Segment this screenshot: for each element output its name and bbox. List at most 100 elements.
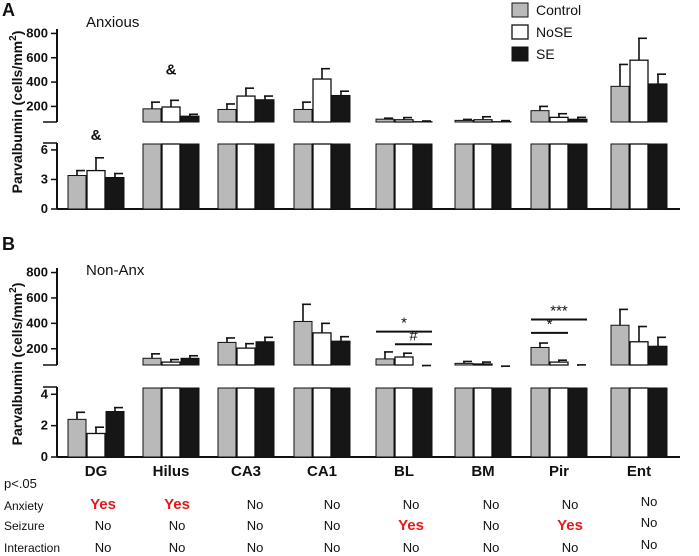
stats-cell-anxiety-bm: No [483,497,500,512]
stats-cell-interaction-dg: No [95,540,112,555]
stats-cell-seizure-hilus: No [169,518,186,533]
bar-lower-ca3-control-b [217,387,237,458]
legend: Control NoSE SE [511,2,581,62]
bar-lower-bl-nose-a [394,143,414,210]
bar-ca3-control-a [217,108,237,123]
stats-cell-interaction-pir: No [562,540,579,555]
bar-lower-ent-se-a [648,143,668,210]
bar-pir-nose-a [549,116,569,123]
annotation-hilus-a: & [166,61,177,78]
bar-ent-nose-a [629,59,649,123]
stats-table: p<.05 Anxiety Seizure Interaction Yes Yes… [4,476,657,555]
y-tick-label-600-a: 600 [26,50,48,65]
panel-title-non-anx: Non-Anx [86,262,145,279]
legend-item-nose: NoSE [511,24,573,40]
sig-label-pir-2: *** [550,303,568,320]
row-label-interaction: Interaction [4,541,60,555]
bar-dg-control-b [67,418,87,458]
bar-lower-hilus-control-a [142,143,162,210]
bar-lower-hilus-control-b [142,387,162,458]
y-tick-label-400-a: 400 [26,74,48,89]
bar-dg-control-a [67,175,87,210]
bar-hilus-control-b [142,357,162,366]
bar-ca1-nose-b [312,332,332,366]
bar-ent-se-a [648,83,668,123]
panel-letter-b: B [2,234,15,254]
y-tick-label-0-a: 0 [41,201,48,216]
stats-cell-anxiety-pir: No [562,497,579,512]
bar-ca1-control-a [293,108,313,123]
bar-lower-ca3-nose-a [236,143,256,210]
stats-cell-seizure-pir: Yes [557,517,583,534]
bar-dg-se-a [105,176,125,210]
bar-lower-ent-control-a [610,143,630,210]
bar-dg-se-b [105,411,125,458]
category-label-ent: Ent [627,463,651,480]
y-axis-label-b: Parvalbumin (cells/mm2) [8,283,25,446]
y-tick-label-400-b: 400 [26,315,48,330]
legend-item-control: Control [511,2,581,18]
y-tick-label-600-b: 600 [26,290,48,305]
bar-lower-bm-nose-b [473,387,493,458]
bar-lower-ca3-control-a [217,143,237,210]
stats-cell-anxiety-hilus: Yes [164,496,190,513]
y-axis-label-a: Parvalbumin (cells/mm2) [8,31,25,194]
bar-ca1-se-b [331,340,351,366]
y-tick-label-800-b: 800 [26,265,48,280]
legend-label-control: Control [536,2,581,18]
sig-label-bl-0: * [401,315,407,332]
bar-lower-ca3-se-a [255,143,275,210]
bar-lower-ent-nose-b [629,387,649,458]
stats-cell-anxiety-ent: No [641,494,658,509]
bar-lower-pir-se-a [568,143,588,210]
bar-lower-ca1-se-b [331,387,351,458]
stats-cell-interaction-hilus: No [169,540,186,555]
bar-lower-pir-control-a [530,143,550,210]
category-label-pir: Pir [549,463,569,480]
bar-bl-control-a [375,118,395,123]
category-label-ca1: CA1 [307,463,337,480]
bar-lower-ca3-nose-b [236,387,256,458]
bar-bl-control-b [375,358,395,366]
bar-lower-hilus-se-a [180,143,200,210]
sig-label-pir-3: * [547,316,553,333]
stats-cell-seizure-ca3: No [247,518,264,533]
bar-ca3-nose-b [236,347,256,366]
bar-ca3-se-a [255,99,275,123]
bar-dg-nose-b [86,432,106,458]
stats-cell-interaction-bl: No [403,540,420,555]
stats-cell-seizure-dg: No [95,518,112,533]
y-tick-label-200-b: 200 [26,341,48,356]
y-tick-label-2-b: 2 [41,418,48,433]
sig-label-bl-1: # [409,327,418,344]
bar-lower-pir-se-b [568,387,588,458]
bar-ca3-nose-a [236,95,256,123]
row-label-anxiety: Anxiety [4,499,43,513]
bar-lower-bl-control-a [375,143,395,210]
bar-ent-control-a [610,85,630,123]
bar-lower-ca3-se-b [255,387,275,458]
y-tick-label-3-a: 3 [41,171,48,186]
legend-item-se: SE [511,46,555,62]
stats-cell-anxiety-dg: Yes [90,496,116,513]
category-label-bl: BL [394,463,414,480]
bar-pir-se-a [568,118,588,123]
bar-lower-pir-nose-b [549,387,569,458]
y-tick-label-4-b: 4 [41,386,49,401]
stats-cell-anxiety-ca1: No [324,497,341,512]
bar-lower-bl-se-b [413,387,433,458]
bar-lower-ca1-control-b [293,387,313,458]
bar-lower-ca1-nose-b [312,387,332,458]
legend-label-se: SE [536,46,555,62]
bar-lower-bl-se-a [413,143,433,210]
stats-cell-seizure-bm: No [483,518,500,533]
bar-hilus-nose-a [161,106,181,123]
y-tick-label-0-b: 0 [41,449,48,464]
bar-bm-control-a [454,119,474,123]
bar-bl-nose-a [394,119,414,123]
bar-lower-ca1-nose-a [312,143,332,210]
bar-lower-hilus-se-b [180,387,200,458]
bar-lower-bm-control-b [454,387,474,458]
bar-lower-ca1-se-a [331,143,351,210]
